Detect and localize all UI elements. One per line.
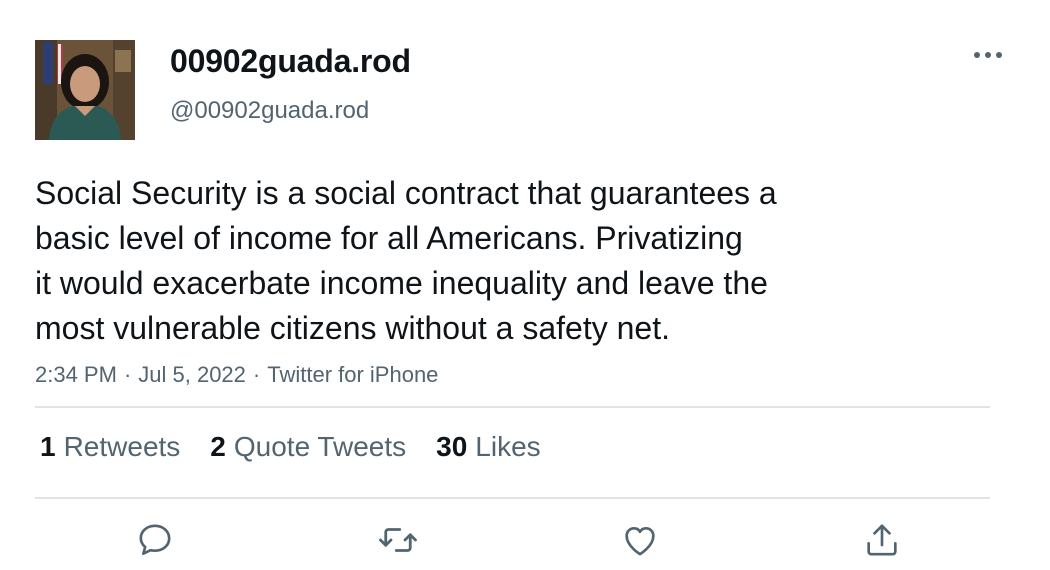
share-button[interactable] <box>860 518 904 562</box>
quote-tweets-label: Quote Tweets <box>233 431 407 462</box>
display-name[interactable]: 00902guada.rod <box>170 43 411 79</box>
tweet-text: Social Security is a social contract tha… <box>35 175 777 346</box>
share-icon <box>867 524 897 556</box>
tweet-source[interactable]: Twitter for iPhone <box>267 362 439 387</box>
divider <box>35 406 990 408</box>
quote-tweets-stat[interactable]: 2 Quote Tweets <box>210 431 406 463</box>
like-icon <box>625 527 655 556</box>
likes-label: Likes <box>475 431 541 462</box>
more-options-button[interactable] <box>968 40 1008 74</box>
more-horizontal-icon <box>974 52 1002 58</box>
likes-stat[interactable]: 30 Likes <box>436 431 541 463</box>
retweets-count: 1 <box>40 431 56 462</box>
retweet-icon <box>379 528 417 552</box>
likes-count: 30 <box>436 431 468 462</box>
avatar[interactable] <box>35 40 135 140</box>
engagement-stats: 1 Retweets 2 Quote Tweets 30 Likes <box>40 431 541 463</box>
profile-photo-icon <box>35 40 135 140</box>
quote-tweets-count: 2 <box>210 431 226 462</box>
retweets-label: Retweets <box>63 431 181 462</box>
retweets-stat[interactable]: 1 Retweets <box>40 431 180 463</box>
tweet-date[interactable]: Jul 5, 2022 <box>138 362 246 387</box>
tweet-time[interactable]: 2:34 PM <box>35 362 117 387</box>
user-handle[interactable]: @00902guada.rod <box>170 97 370 124</box>
retweet-button[interactable] <box>376 518 420 562</box>
tweet-metadata: 2:34 PM · Jul 5, 2022 · Twitter for iPhone <box>35 362 438 388</box>
meta-separator: · <box>123 362 132 387</box>
like-button[interactable] <box>618 518 662 562</box>
divider <box>35 497 990 499</box>
reply-icon <box>139 524 171 555</box>
meta-separator: · <box>252 362 261 387</box>
reply-button[interactable] <box>133 518 177 562</box>
